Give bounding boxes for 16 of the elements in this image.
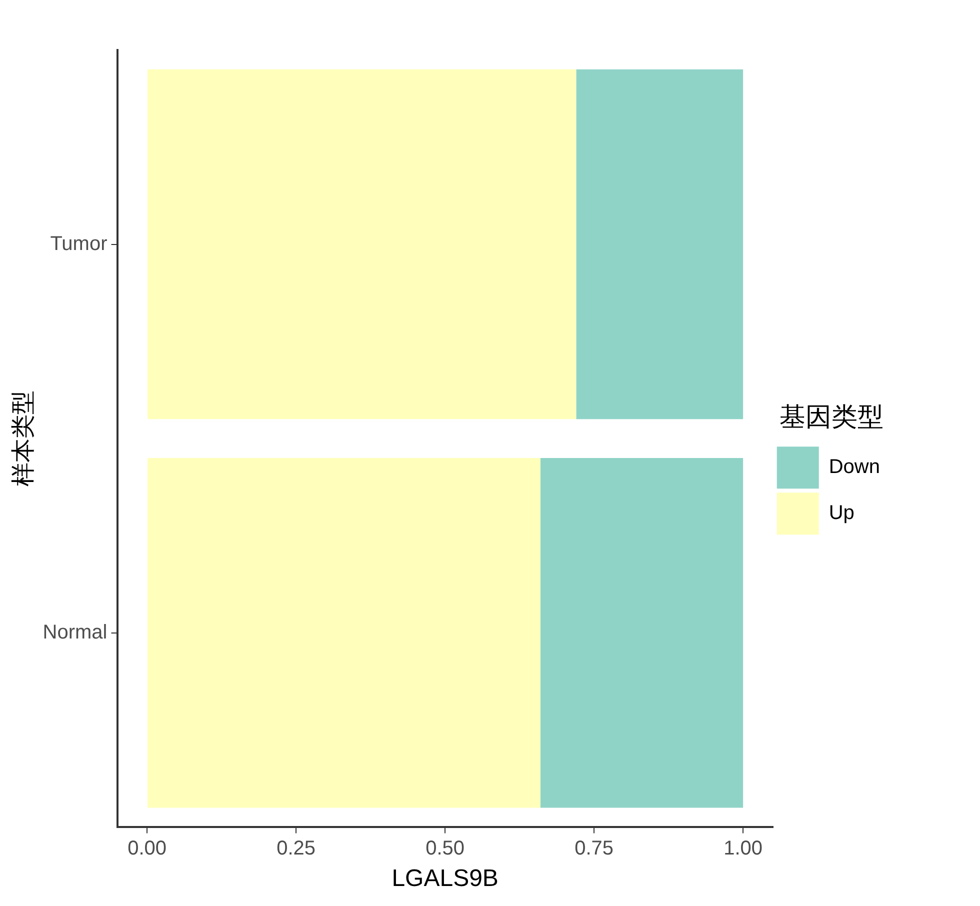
y-axis-title: 样本类型 [10,390,38,487]
x-tick-label: 0.50 [426,838,465,860]
x-axis-title: LGALS9B [392,865,498,892]
legend-title: 基因类型 [779,402,884,432]
bar [148,458,540,808]
bar [576,69,744,420]
y-tick-label: Normal [42,621,108,644]
y-tick-label: Tumor [50,232,108,255]
x-tick-label: 0.75 [574,838,614,860]
bar [540,458,744,808]
x-tick-label: 1.00 [724,838,763,860]
bar [148,69,576,420]
legend-label: Up [828,502,854,524]
legend-label: Down [828,456,880,478]
x-tick-label: 0.00 [128,838,167,860]
x-tick-label: 0.25 [276,838,316,860]
